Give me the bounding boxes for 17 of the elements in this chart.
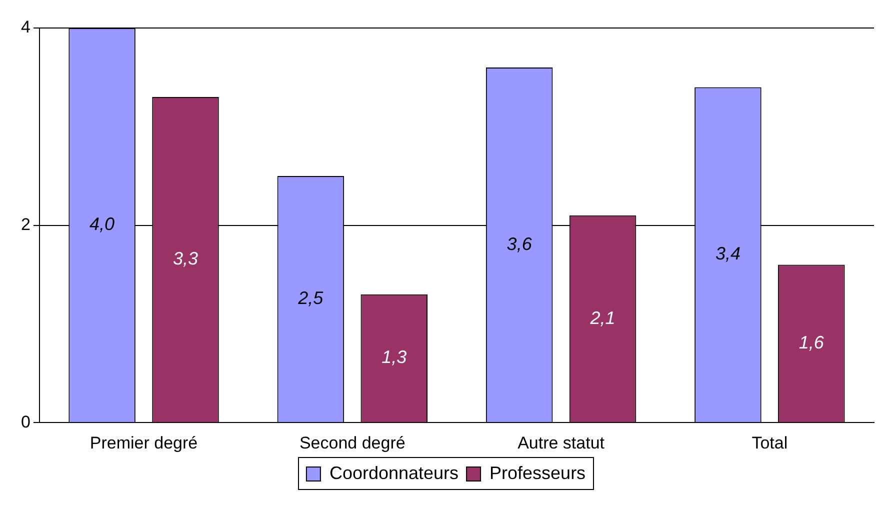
legend-label: Coordonnateurs [329,462,459,483]
data-label: 3,4 [715,244,740,264]
data-label: 2,5 [297,288,324,308]
data-label: 1,3 [382,347,407,368]
x-tick-label: Premier degré [90,433,198,452]
legend-label: Professeurs [490,462,586,483]
y-tick-label: 0 [20,412,30,432]
y-tick-label: 4 [20,18,30,37]
data-label: 3,6 [506,234,533,254]
x-tick-label: Autre statut [518,433,605,452]
data-label: 2,1 [589,308,616,328]
data-label: 3,3 [172,248,198,269]
data-label: 1,6 [798,332,825,352]
x-tick-label: Second degré [299,433,406,452]
x-tick-label: Total [752,433,788,452]
y-tick-label: 2 [20,214,30,234]
data-label: 4,0 [90,214,115,234]
